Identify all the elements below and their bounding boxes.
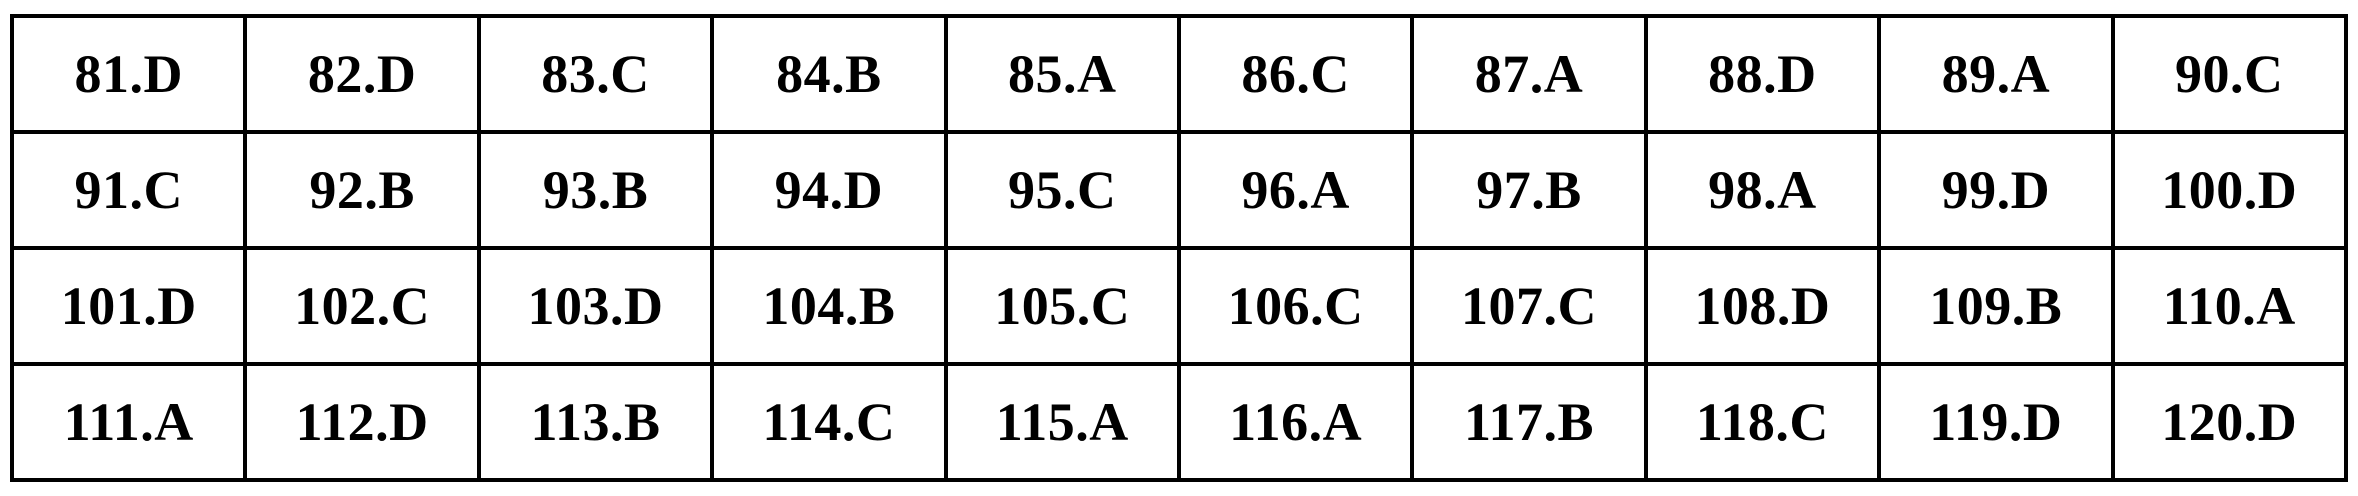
- answer-cell-81: 81.D: [9, 14, 248, 134]
- answer-cell-86: 86.C: [1176, 14, 1415, 134]
- answer-cell-91: 91.C: [9, 130, 248, 250]
- answer-cell-105: 105.C: [943, 246, 1181, 366]
- answer-cell-119: 119.D: [1877, 362, 2115, 482]
- answer-cell-101: 101.D: [9, 246, 248, 366]
- answer-cell-107: 107.C: [1410, 246, 1648, 366]
- answer-cell-94: 94.D: [710, 130, 948, 250]
- answer-cell-111: 111.A: [9, 362, 248, 482]
- answer-cell-98: 98.A: [1643, 130, 1882, 250]
- answer-cell-90: 90.C: [2110, 14, 2349, 134]
- answer-cell-108: 108.D: [1643, 246, 1882, 366]
- answer-cell-103: 103.D: [476, 246, 715, 366]
- answer-cell-89: 89.A: [1877, 14, 2115, 134]
- answer-cell-100: 100.D: [2110, 130, 2349, 250]
- answer-cell-106: 106.C: [1176, 246, 1415, 366]
- answer-cell-95: 95.C: [943, 130, 1181, 250]
- answer-row-2: 91.C 92.B 93.B 94.D 95.C 96.A 97.B 98.A …: [9, 130, 2349, 250]
- answer-cell-112: 112.D: [243, 362, 481, 482]
- answer-cell-114: 114.C: [710, 362, 948, 482]
- answer-cell-82: 82.D: [243, 14, 481, 134]
- answer-cell-88: 88.D: [1643, 14, 1882, 134]
- answer-cell-92: 92.B: [243, 130, 481, 250]
- answer-cell-84: 84.B: [710, 14, 948, 134]
- answer-cell-99: 99.D: [1877, 130, 2115, 250]
- answer-cell-116: 116.A: [1176, 362, 1415, 482]
- answer-cell-83: 83.C: [476, 14, 715, 134]
- answer-cell-85: 85.A: [943, 14, 1181, 134]
- answer-key-table: 81.D 82.D 83.C 84.B 85.A 86.C 87.A 88.D …: [9, 14, 2349, 482]
- answer-row-1: 81.D 82.D 83.C 84.B 85.A 86.C 87.A 88.D …: [9, 14, 2349, 134]
- answer-cell-113: 113.B: [476, 362, 715, 482]
- answer-cell-102: 102.C: [243, 246, 481, 366]
- answer-row-4: 111.A 112.D 113.B 114.C 115.A 116.A 117.…: [9, 362, 2349, 482]
- answer-cell-109: 109.B: [1877, 246, 2115, 366]
- answer-cell-110: 110.A: [2110, 246, 2349, 366]
- answer-cell-96: 96.A: [1176, 130, 1415, 250]
- answer-cell-117: 117.B: [1410, 362, 1648, 482]
- answer-row-3: 101.D 102.C 103.D 104.B 105.C 106.C 107.…: [9, 246, 2349, 366]
- answer-cell-118: 118.C: [1643, 362, 1882, 482]
- answer-cell-87: 87.A: [1410, 14, 1648, 134]
- answer-cell-104: 104.B: [710, 246, 948, 366]
- answer-cell-120: 120.D: [2110, 362, 2349, 482]
- answer-cell-93: 93.B: [476, 130, 715, 250]
- answer-cell-115: 115.A: [943, 362, 1181, 482]
- answer-cell-97: 97.B: [1410, 130, 1648, 250]
